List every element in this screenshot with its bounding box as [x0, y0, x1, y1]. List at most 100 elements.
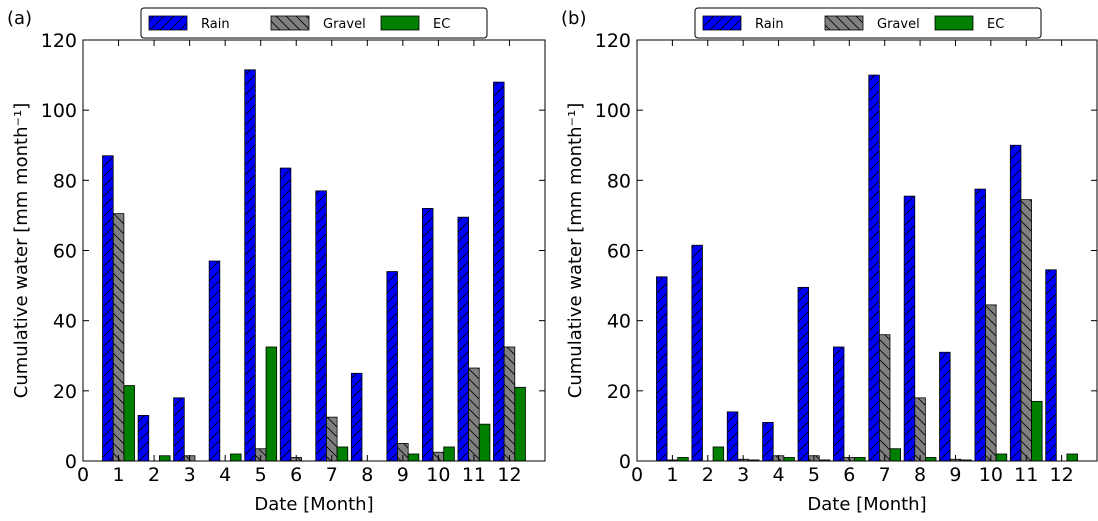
bar-rain-12-hatch [1045, 269, 1057, 461]
legend-rain-swatch-hatch [149, 16, 187, 30]
legend-gravel-label: Gravel [323, 17, 366, 32]
x-tick-label: 1 [112, 464, 124, 486]
bar-rain-8-hatch [351, 373, 362, 461]
bar-ec-9 [407, 453, 420, 462]
legend-rain-label: Rain [201, 17, 230, 32]
x-axis-label: Date [Month] [254, 494, 373, 515]
x-tick-label: 3 [184, 464, 196, 486]
bar-ec-5 [265, 346, 278, 462]
y-tick-label: 120 [595, 30, 631, 52]
legend-rain-swatch-hatch [703, 16, 741, 30]
bar-rain-4-hatch [762, 422, 774, 461]
x-tick-label: 7 [326, 464, 338, 486]
x-tick-label: 0 [77, 464, 89, 486]
legend-ec-swatch [934, 15, 974, 31]
x-tick-label: 8 [361, 464, 373, 486]
legend-box [694, 7, 1042, 39]
x-tick-label: 4 [772, 464, 784, 486]
x-tick-label: 3 [737, 464, 749, 486]
bar-rain-8-hatch [904, 196, 915, 461]
bar-rain-5-hatch [798, 287, 809, 461]
y-tick-label: 0 [619, 451, 631, 473]
y-tick-label: 120 [41, 30, 77, 52]
x-tick-label: 11 [1014, 464, 1038, 486]
y-tick-label: 80 [53, 170, 77, 192]
bar-rain-1-hatch [656, 276, 668, 461]
bar-rain-3-hatch [173, 397, 185, 461]
y-tick-label: 60 [607, 241, 631, 263]
bar-ec-2 [712, 446, 725, 462]
y-tick-label: 40 [53, 311, 77, 333]
bar-rain-2-hatch [138, 415, 149, 461]
bar-rain-12-hatch [493, 82, 505, 461]
bar-rain-7-hatch [868, 75, 880, 461]
x-tick-label: 6 [843, 464, 855, 486]
bar-rain-2-hatch [691, 245, 703, 461]
y-axis-label: Cumulative water [mm month⁻¹] [11, 103, 32, 398]
y-tick-label: 100 [41, 100, 77, 122]
bars [656, 74, 1078, 462]
bar-ec-10 [995, 453, 1008, 462]
y-tick-label: 0 [65, 451, 77, 473]
x-tick-label: 4 [219, 464, 231, 486]
panel-label: (a) [7, 8, 32, 29]
bar-ec-12 [1066, 453, 1078, 462]
bar-ec-7 [336, 446, 349, 462]
bar-ec-6 [854, 457, 866, 462]
x-tick-label: 8 [914, 464, 926, 486]
bar-ec-7 [889, 448, 902, 462]
bar-ec-2 [159, 455, 171, 462]
bar-ec-11 [478, 423, 491, 462]
x-tick-label: 9 [949, 464, 961, 486]
bar-ec-8 [924, 457, 937, 462]
x-tick-label: 0 [631, 464, 643, 486]
bars [102, 69, 526, 462]
bar-rain-7-hatch [315, 190, 327, 461]
y-tick-label: 20 [53, 381, 77, 403]
bar-gravel-7-hatch [879, 334, 890, 461]
bar-ec-4 [230, 453, 242, 462]
bar-rain-10-hatch [974, 189, 986, 461]
bar-rain-11-hatch [1010, 145, 1021, 461]
bar-gravel-9-hatch [397, 443, 409, 461]
x-tick-label: 5 [808, 464, 820, 486]
bar-rain-4-hatch [209, 261, 220, 461]
legend-gravel-swatch-hatch [825, 16, 863, 30]
bar-gravel-10-hatch [985, 304, 997, 461]
legend-rain-label: Rain [755, 17, 784, 32]
x-tick-label: 12 [497, 464, 521, 486]
bar-gravel-5-hatch [255, 448, 267, 461]
bar-gravel-11-hatch [468, 368, 480, 461]
bar-ec-4 [783, 457, 795, 462]
x-tick-label: 11 [462, 464, 486, 486]
y-tick-label: 20 [607, 381, 631, 403]
x-tick-label: 6 [290, 464, 302, 486]
legend-ec-label: EC [433, 17, 450, 32]
bar-rain-9-hatch [939, 352, 951, 461]
y-tick-label: 100 [595, 100, 631, 122]
legend-ec-swatch [380, 15, 420, 31]
bar-ec-10 [443, 446, 455, 462]
legend: Rain Gravel EC [694, 7, 1042, 39]
x-tick-label: 9 [397, 464, 409, 486]
bar-gravel-7-hatch [326, 417, 338, 461]
bar-rain-5-hatch [244, 69, 256, 461]
y-axis-label: Cumulative water [mm month⁻¹] [565, 103, 586, 398]
bar-ec-1 [123, 385, 135, 462]
bar-rain-10-hatch [422, 208, 434, 461]
bar-gravel-11-hatch [1020, 199, 1032, 462]
x-tick-label: 2 [702, 464, 714, 486]
legend-gravel-label: Gravel [877, 17, 920, 32]
x-tick-label: 2 [148, 464, 160, 486]
bar-ec-11 [1031, 400, 1043, 462]
bar-rain-6-hatch [280, 168, 291, 461]
legend-ec-label: EC [987, 17, 1004, 32]
bar-gravel-1-hatch [113, 213, 124, 461]
bar-rain-3-hatch [727, 411, 738, 461]
legend-box [140, 7, 488, 39]
x-tick-label: 7 [879, 464, 891, 486]
y-tick-label: 60 [53, 241, 77, 263]
